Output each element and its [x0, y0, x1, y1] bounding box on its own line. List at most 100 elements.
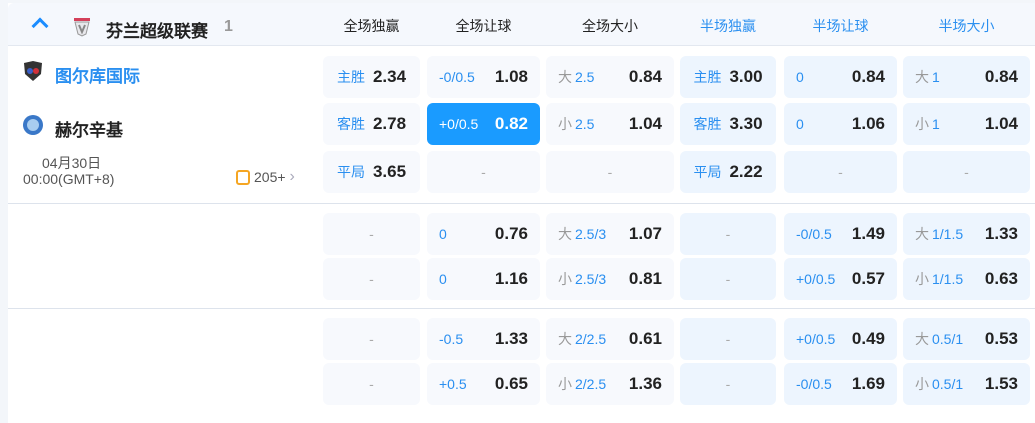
odds-cell[interactable]: 主胜 2.34 — [323, 56, 420, 98]
odds-cell[interactable]: +0/0.5 0.57 — [784, 258, 897, 300]
odds-value: 0.84 — [628, 67, 662, 86]
odds-line: 小 2.5 — [558, 114, 594, 134]
odds-cell[interactable]: +0/0.5 0.49 — [784, 318, 897, 360]
odds-cell[interactable]: 平局 2.22 — [680, 151, 776, 193]
away-team-name[interactable]: 赫尔辛基 — [55, 121, 123, 140]
odds-cell[interactable]: +0/0.5 0.82 — [427, 103, 540, 145]
odds-cell[interactable]: 平局 3.65 — [323, 151, 420, 193]
odds-cell[interactable]: 大 2/2.5 0.61 — [546, 318, 674, 360]
odds-line: 客胜 — [337, 114, 365, 134]
odds-label: 0.5/1 — [932, 331, 964, 347]
odds-line: 客胜 — [693, 114, 721, 134]
odds-label: 客胜 — [336, 116, 365, 132]
odds-value: 0.84 — [984, 67, 1018, 86]
odds-label: -0/0.5 — [439, 69, 475, 85]
league-header[interactable]: 芬兰超级联赛 1 — [8, 3, 1035, 46]
odds-cell[interactable]: 主胜 3.00 — [680, 56, 776, 98]
more-markets-link[interactable]: 205+ › — [236, 168, 295, 186]
column-header: 半场让球 — [812, 18, 869, 34]
odds-line: 0 — [796, 69, 804, 85]
column-header: 全场让球 — [455, 18, 512, 34]
odds-cell[interactable]: +0.5 0.65 — [427, 363, 540, 405]
home-team-name[interactable]: 图尔库国际 — [55, 67, 140, 86]
odds-value: 1.36 — [628, 374, 662, 393]
odds-cell[interactable]: -0.5 1.33 — [427, 318, 540, 360]
odds-value: 1.33 — [494, 329, 528, 348]
odds-cell[interactable]: 大 0.5/1 0.53 — [903, 318, 1030, 360]
odds-value: 1.07 — [628, 224, 662, 243]
odds-cell[interactable]: 小 2.5/3 0.81 — [546, 258, 674, 300]
odds-cell[interactable]: 客胜 3.30 — [680, 103, 776, 145]
odds-line: 小 0.5/1 — [915, 374, 963, 394]
odds-line: 小 1/1.5 — [915, 269, 963, 289]
divider — [8, 203, 1035, 204]
odds-cell-empty: - — [680, 213, 776, 255]
odds-value: 1.69 — [851, 374, 885, 393]
league-name: 芬兰超级联赛 — [106, 22, 208, 41]
odds-value: 0.81 — [628, 269, 662, 288]
odds-cell-empty: - — [323, 363, 420, 405]
over-under-prefix: 大 — [915, 331, 929, 347]
odds-cell[interactable]: -0/0.5 1.08 — [427, 56, 540, 98]
odds-cell[interactable]: 小 2/2.5 1.36 — [546, 363, 674, 405]
home-team-logo-icon — [24, 61, 42, 81]
odds-line: 大 0.5/1 — [915, 329, 963, 349]
odds-label: 2/2.5 — [575, 331, 607, 347]
odds-cell[interactable]: 小 1/1.5 0.63 — [903, 258, 1030, 300]
odds-label: +0.5 — [439, 376, 467, 392]
chevron-up-icon[interactable] — [31, 17, 49, 35]
odds-cell[interactable]: 0 1.06 — [784, 103, 897, 145]
odds-line: 大 2/2.5 — [558, 329, 606, 349]
over-under-prefix: 大 — [558, 69, 572, 85]
odds-line: 大 2.5/3 — [558, 224, 606, 244]
odds-label: -0.5 — [439, 331, 464, 347]
odds-cell[interactable]: 0 0.84 — [784, 56, 897, 98]
odds-label: -0/0.5 — [796, 376, 832, 392]
odds-value: 0.49 — [851, 329, 885, 348]
odds-label: 1/1.5 — [932, 226, 964, 242]
divider — [8, 308, 1035, 309]
odds-line: 主胜 — [337, 67, 365, 87]
odds-label: -0/0.5 — [796, 226, 832, 242]
odds-cell[interactable]: 0 0.76 — [427, 213, 540, 255]
odds-cell[interactable]: -0/0.5 1.49 — [784, 213, 897, 255]
odds-line: 平局 — [693, 162, 721, 182]
league-logo-icon — [74, 18, 90, 37]
odds-cell[interactable]: -0/0.5 1.69 — [784, 363, 897, 405]
odds-cell[interactable]: 大 1 0.84 — [903, 56, 1030, 98]
odds-cell[interactable]: 客胜 2.78 — [323, 103, 420, 145]
odds-cell[interactable]: 大 2.5/3 1.07 — [546, 213, 674, 255]
odds-cell[interactable]: 小 1 1.04 — [903, 103, 1030, 145]
odds-line: +0.5 — [439, 376, 467, 392]
odds-label: 2.5/3 — [575, 226, 607, 242]
odds-line: +0/0.5 — [796, 271, 835, 287]
odds-value: 1.49 — [851, 224, 885, 243]
odds-line: 平局 — [337, 162, 365, 182]
odds-cell[interactable]: 小 0.5/1 1.53 — [903, 363, 1030, 405]
odds-value: 1.04 — [628, 114, 662, 133]
odds-value: 2.78 — [372, 114, 407, 133]
odds-value: 0.57 — [851, 269, 885, 288]
odds-cell[interactable]: 大 1/1.5 1.33 — [903, 213, 1030, 255]
odds-label: +0/0.5 — [439, 116, 479, 132]
more-markets-count: 205+ — [254, 169, 286, 185]
over-under-prefix: 大 — [558, 226, 572, 242]
odds-label: 平局 — [336, 164, 365, 180]
odds-value: 1.06 — [851, 114, 885, 133]
column-header: 半场独赢 — [700, 18, 756, 34]
match-date: 04月30日 — [42, 155, 102, 171]
odds-cell[interactable]: 0 1.16 — [427, 258, 540, 300]
match-time: 00:00(GMT+8) — [23, 171, 115, 187]
odds-label: 2/2.5 — [575, 376, 607, 392]
odds-line: 大 1/1.5 — [915, 224, 963, 244]
odds-label: 0 — [796, 69, 804, 85]
odds-value: 1.16 — [494, 269, 528, 288]
odds-value: 2.22 — [729, 162, 763, 181]
odds-cell-empty: - — [323, 318, 420, 360]
odds-line: -0/0.5 — [796, 376, 832, 392]
over-under-prefix: 小 — [558, 271, 572, 287]
odds-cell-empty: - — [427, 151, 540, 193]
odds-cell[interactable]: 大 2.5 0.84 — [546, 56, 674, 98]
odds-cell[interactable]: 小 2.5 1.04 — [546, 103, 674, 145]
